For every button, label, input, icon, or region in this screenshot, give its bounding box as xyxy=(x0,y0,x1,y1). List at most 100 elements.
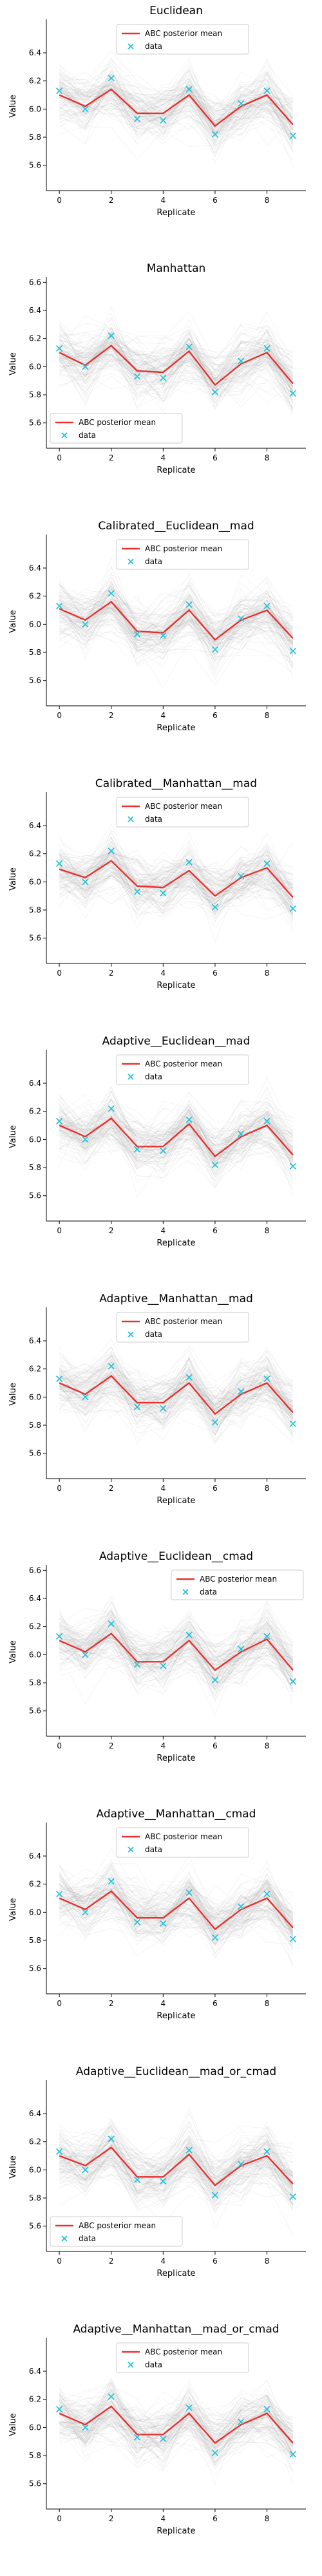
posterior-sample-line xyxy=(59,849,294,912)
posterior-sample-line xyxy=(59,2401,294,2454)
posterior-sample-line xyxy=(59,1359,294,1424)
posterior-sample-line xyxy=(59,1347,294,1408)
posterior-sample-line xyxy=(59,1884,294,1951)
posterior-sample-line xyxy=(59,1893,294,1935)
posterior-sample-line xyxy=(59,1107,293,1150)
posterior-sample-line xyxy=(59,591,293,650)
posterior-sample-line xyxy=(59,580,294,643)
posterior-sample-line xyxy=(59,61,294,131)
posterior-sample-line xyxy=(59,582,293,645)
posterior-sample-line xyxy=(59,2379,294,2434)
posterior-sample-line xyxy=(59,1357,294,1417)
posterior-sample-line xyxy=(59,1383,294,1423)
posterior-sample-line xyxy=(59,2124,293,2184)
data-point-marker xyxy=(56,2148,63,2155)
posterior-sample-line xyxy=(59,866,294,915)
posterior-sample-line xyxy=(59,867,294,915)
axes: 5.6 5.8 6.0 6.2 6.4 0 2 4 6 8 xyxy=(29,1307,306,1493)
posterior-sample-line xyxy=(59,74,294,124)
posterior-sample-line xyxy=(59,1888,293,1951)
x-tick-label: 4 xyxy=(161,1741,166,1750)
posterior-sample-line xyxy=(59,1893,294,1945)
x-tick-label: 8 xyxy=(265,1226,270,1235)
posterior-sample-line xyxy=(59,2151,293,2179)
posterior-sample-line xyxy=(59,331,294,402)
posterior-sample-line xyxy=(59,2135,294,2204)
chart-panel: Adaptive__Manhattan__cmad 5.6 5.8 6.0 6.2 6.4… xyxy=(8,1808,306,2021)
x-tick-label: 0 xyxy=(57,1741,62,1750)
posterior-sample-line xyxy=(59,1885,294,1917)
posterior-sample-line xyxy=(59,76,293,121)
y-tick-label: 5.8 xyxy=(29,2193,41,2202)
posterior-sample-line xyxy=(59,2130,294,2188)
x-tick-label: 4 xyxy=(161,2257,166,2266)
posterior-sample-line xyxy=(59,71,293,144)
data-point-marker xyxy=(211,904,219,911)
posterior-sample-line xyxy=(59,2126,294,2179)
posterior-sample-line xyxy=(59,310,294,369)
posterior-sample-line xyxy=(59,1375,294,1442)
posterior-sample-line xyxy=(59,1608,294,1663)
posterior-sample-line xyxy=(59,328,294,404)
posterior-sample-line xyxy=(59,849,294,943)
data-point-marker xyxy=(289,647,296,654)
posterior-sample-line xyxy=(59,1893,294,1932)
posterior-sample-line xyxy=(59,2389,294,2441)
posterior-sample-line xyxy=(59,2142,293,2210)
data-point-marker xyxy=(185,86,193,93)
x-axis-label: Replicate xyxy=(156,2011,195,2021)
posterior-sample-line xyxy=(59,2394,294,2453)
posterior-sample-line xyxy=(59,2410,293,2435)
posterior-sample-line xyxy=(59,1349,294,1412)
posterior-sample-line xyxy=(59,1891,293,1941)
posterior-sample-line xyxy=(59,842,293,897)
posterior-sample-line xyxy=(59,1616,294,1676)
posterior-sample-line xyxy=(59,1378,293,1421)
posterior-sample-line xyxy=(59,88,294,145)
posterior-sample-line xyxy=(59,1092,293,1164)
posterior-sample-line xyxy=(59,1099,293,1153)
posterior-sample-line xyxy=(59,1886,294,1937)
posterior-sample-line xyxy=(59,1115,294,1165)
posterior-sample-line xyxy=(59,1356,294,1426)
posterior-sample-line xyxy=(59,581,294,659)
posterior-sample-line xyxy=(59,2409,293,2451)
posterior-sample-line xyxy=(59,2159,294,2198)
posterior-sample-line xyxy=(59,352,294,404)
y-tick-label: 5.8 xyxy=(29,133,41,142)
legend-mean-label: ABC posterior mean xyxy=(79,2221,156,2230)
posterior-sample-line xyxy=(59,2151,294,2224)
posterior-sample-line xyxy=(59,1628,294,1689)
data-point-marker xyxy=(82,1136,89,1143)
posterior-sample-line xyxy=(59,1627,294,1698)
chart-title: Adaptive__Manhattan__cmad xyxy=(97,1808,256,1821)
posterior-sample-line xyxy=(59,1106,294,1162)
posterior-sample-line xyxy=(59,1366,294,1425)
posterior-sample-line xyxy=(59,1124,294,1179)
posterior-sample-line xyxy=(59,1363,294,1418)
posterior-sample-line xyxy=(59,74,294,152)
posterior-sample-line xyxy=(59,1865,293,1928)
y-tick-label: 5.6 xyxy=(29,676,41,685)
y-tick-label: 5.6 xyxy=(29,1191,41,1200)
data-point-marker xyxy=(289,132,296,139)
y-tick-label: 5.8 xyxy=(29,390,41,399)
posterior-sample-line xyxy=(59,2120,294,2188)
data-point-marker xyxy=(108,1620,115,1627)
legend: ABC posterior mean data xyxy=(50,2216,183,2247)
posterior-sample-line xyxy=(59,2397,294,2425)
posterior-sample-line xyxy=(59,1629,293,1695)
posterior-sample-line xyxy=(59,98,293,133)
posterior-sample-line xyxy=(59,1876,294,1941)
posterior-sample-line xyxy=(59,319,294,383)
y-tick-label: 5.6 xyxy=(29,1449,41,1458)
posterior-sample-line xyxy=(59,1885,294,1940)
posterior-sample-line xyxy=(59,2135,294,2196)
chart-title: Calibrated__Euclidean__mad xyxy=(98,520,254,533)
posterior-sample-line xyxy=(59,593,293,665)
posterior-sample-line xyxy=(59,332,293,383)
posterior-sample-line xyxy=(59,592,294,639)
posterior-sample-line xyxy=(59,851,294,908)
posterior-sample-line xyxy=(59,2139,294,2192)
posterior-sample-line xyxy=(59,576,294,651)
